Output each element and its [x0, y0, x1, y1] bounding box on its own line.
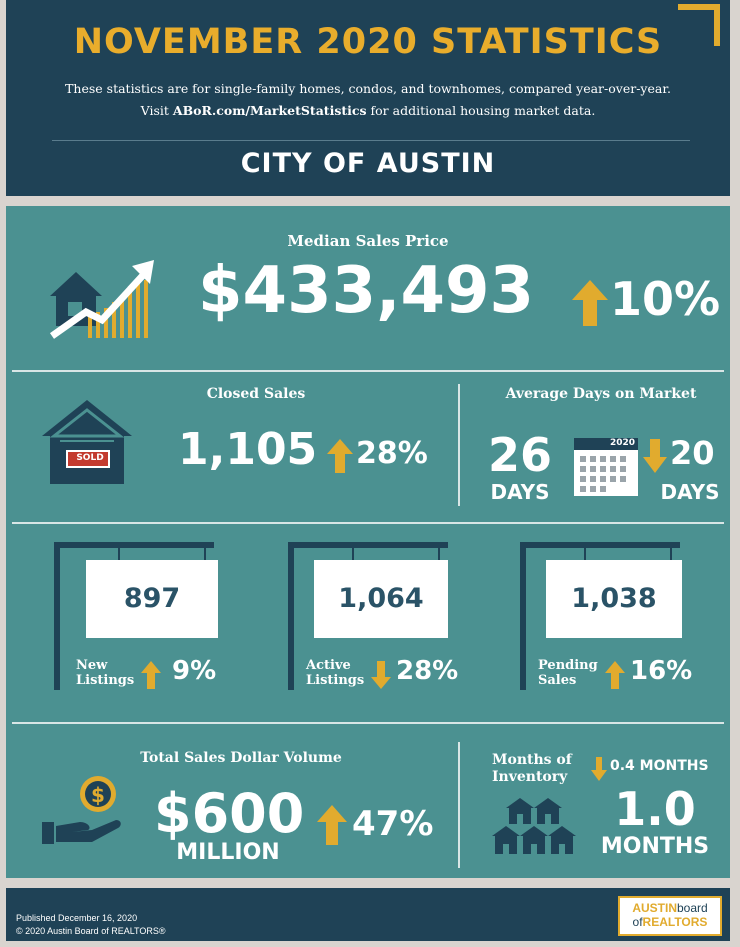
- sign-chain: [584, 548, 586, 560]
- sign-post-arm: [288, 542, 448, 548]
- subtitle-prefix: Visit: [140, 103, 169, 118]
- money-hand-icon: $: [42, 776, 121, 844]
- new-listings-label-line-1: New: [76, 658, 108, 673]
- calendar-icon: [574, 438, 638, 496]
- sign-post-arm: [520, 542, 680, 548]
- inventory-change: 0.4 MONTHS: [610, 758, 709, 774]
- new-listings-value: 897: [86, 560, 218, 638]
- house-growth-chart-icon: [49, 260, 154, 339]
- inventory-label-line-2: Inventory: [492, 769, 568, 785]
- pending-sales-label-line-1: Pending: [538, 658, 598, 673]
- logo-realtors: REALTORS: [642, 915, 708, 929]
- corner-accent: [678, 4, 720, 46]
- days-on-market-label: Average Days on Market: [505, 386, 697, 402]
- header: NOVEMBER 2020 STATISTICS These statistic…: [6, 0, 730, 196]
- footer: Published December 16, 2020 © 2020 Austi…: [6, 888, 730, 941]
- inventory-label-line-1: Months of: [492, 752, 572, 768]
- sign-post: [520, 542, 526, 690]
- logo-of: of: [632, 915, 643, 929]
- arrow-up-icon: [141, 661, 161, 689]
- median-price-change: 10%: [610, 272, 721, 326]
- city-title: CITY OF AUSTIN: [240, 148, 496, 179]
- page-title: NOVEMBER 2020 STATISTICS: [73, 22, 663, 62]
- volume-value: $600: [154, 782, 305, 845]
- publication-info: Published December 16, 2020 © 2020 Austi…: [16, 912, 166, 938]
- subtitle-line-1: These statistics are for single-family h…: [65, 81, 671, 96]
- days-on-market-value: 26: [487, 428, 552, 482]
- sign-post: [54, 542, 60, 690]
- active-listings-label-line-2: Listings: [306, 673, 365, 688]
- section-divider: [12, 370, 724, 372]
- pending-sales-label-line-2: Sales: [538, 673, 577, 688]
- closed-sales-value: 1,105: [178, 424, 318, 475]
- inventory-unit: MONTHS: [600, 834, 710, 859]
- calendar-year: 2020: [610, 438, 636, 448]
- days-change-unit: DAYS: [660, 480, 720, 504]
- arrow-down-icon: [371, 661, 391, 689]
- arrow-up-icon: [605, 661, 625, 689]
- active-listings-change: 28%: [396, 656, 459, 686]
- subtitle-suffix: for additional housing market data.: [370, 103, 596, 118]
- logo-austin: AUSTIN: [632, 901, 677, 915]
- sold-sign-text: SOLD: [76, 453, 104, 463]
- vertical-divider: [458, 384, 460, 506]
- sign-chain: [204, 548, 206, 560]
- closed-sales-label: Closed Sales: [206, 386, 306, 402]
- subtitle-line-2: Visit ABoR.com/MarketStatistics for addi…: [6, 100, 730, 122]
- new-listings-label: New Listings: [76, 658, 134, 688]
- sign-chain: [670, 548, 672, 560]
- new-listings-change: 9%: [172, 656, 217, 686]
- vertical-divider: [458, 742, 460, 868]
- pending-sales-change: 16%: [630, 656, 693, 686]
- active-listings-value: 1,064: [314, 560, 448, 638]
- active-listings-label-line-1: Active: [306, 658, 351, 673]
- volume-label: Total Sales Dollar Volume: [140, 750, 342, 766]
- copyright: © 2020 Austin Board of REALTORS®: [16, 926, 166, 936]
- pending-sales-label: Pending Sales: [538, 658, 598, 688]
- sign-chain: [118, 548, 120, 560]
- inventory-label: Months of Inventory: [492, 752, 572, 786]
- closed-sales-change: 28%: [356, 436, 428, 471]
- sign-post: [288, 542, 294, 690]
- section-divider: [12, 722, 724, 724]
- arrow-up-icon: [317, 805, 347, 845]
- published-date: Published December 16, 2020: [16, 913, 138, 923]
- volume-unit: MILLION: [176, 840, 280, 865]
- volume-change: 47%: [352, 804, 434, 844]
- arrow-down-icon: [591, 757, 607, 781]
- sign-chain: [352, 548, 354, 560]
- stats-panel: Median Sales Price $433,493 10% Closed S…: [6, 206, 730, 878]
- median-price-value: $433,493: [198, 254, 535, 328]
- arrow-up-icon: [572, 280, 608, 326]
- market-statistics-link[interactable]: ABoR.com/MarketStatistics: [172, 103, 367, 118]
- days-change-value: 20: [670, 434, 715, 472]
- sign-post-arm: [54, 542, 214, 548]
- pending-sales-value: 1,038: [546, 560, 682, 638]
- houses-icon: [492, 798, 576, 854]
- svg-text:$: $: [91, 783, 105, 807]
- arrow-up-icon: [327, 439, 353, 473]
- header-divider: [52, 140, 690, 141]
- logo-board: board: [676, 901, 708, 915]
- sign-chain: [438, 548, 440, 560]
- active-listings-label: Active Listings: [306, 658, 364, 688]
- inventory-value: 1.0: [614, 782, 696, 836]
- median-price-label: Median Sales Price: [287, 232, 449, 250]
- abor-logo[interactable]: AUSTINboard ofREALTORS: [618, 896, 722, 936]
- new-listings-label-line-2: Listings: [76, 673, 135, 688]
- subtitle: These statistics are for single-family h…: [6, 78, 730, 122]
- sold-house-icon: [42, 400, 132, 484]
- days-on-market-unit: DAYS: [490, 480, 550, 504]
- section-divider: [12, 522, 724, 524]
- arrow-down-icon: [643, 439, 667, 473]
